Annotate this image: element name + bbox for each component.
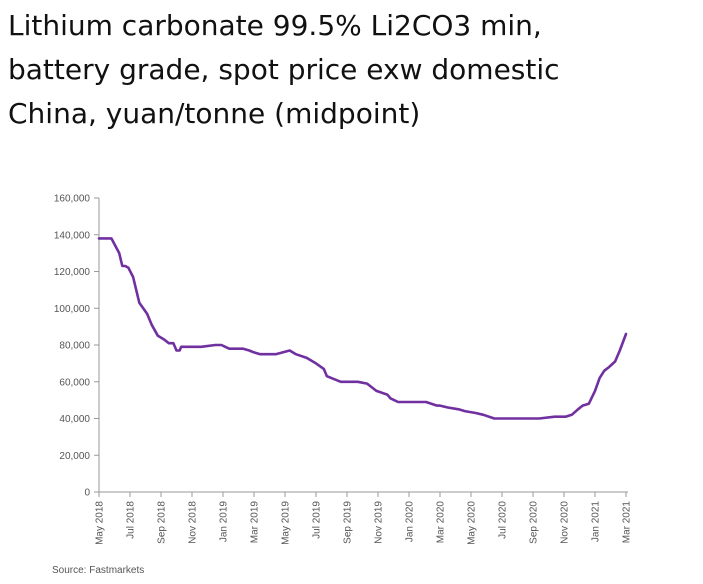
y-tick-label: 100,000 (54, 304, 91, 315)
x-tick-label: Sep 2019 (343, 501, 354, 544)
y-tick-label: 40,000 (59, 414, 90, 425)
x-tick-label: Sep 2018 (157, 501, 168, 544)
x-tick-label: Nov 2018 (188, 501, 199, 544)
x-tick-label: Jan 2021 (591, 501, 602, 543)
price-line (97, 237, 628, 420)
x-tick-label: May 2020 (467, 501, 478, 545)
chart-title-line-2: battery grade, spot price exw domestic (8, 53, 560, 86)
x-tick-label: Mar 2020 (436, 501, 447, 544)
x-tick-label: Mar 2019 (250, 501, 261, 544)
chart-title-line-1: Lithium carbonate 99.5% Li2CO3 min, (8, 9, 542, 42)
x-tick-label: Nov 2020 (560, 501, 571, 544)
y-tick-label: 60,000 (59, 377, 90, 388)
chart-title: Lithium carbonate 99.5% Li2CO3 min, batt… (8, 4, 698, 136)
x-tick-label: Jan 2020 (405, 501, 416, 543)
x-tick-label: May 2019 (281, 501, 292, 545)
x-tick-label: Nov 2019 (374, 501, 385, 544)
x-tick-label: Sep 2020 (529, 501, 540, 544)
chart-axes (98, 198, 628, 493)
y-tick-label: 140,000 (54, 230, 91, 241)
chart-series (97, 237, 628, 420)
x-tick-label: Jul 2018 (126, 501, 137, 539)
y-tick-label: 160,000 (54, 194, 91, 205)
x-tick-label: May 2018 (95, 501, 106, 545)
x-axis-ticks: May 2018 Jul 2018 Sep 2018 Nov 2018 Jan 2019… (95, 492, 633, 545)
x-tick-label: Jan 2019 (219, 501, 230, 543)
x-tick-label: Mar 2021 (622, 501, 633, 544)
y-tick-label: 20,000 (59, 451, 90, 462)
source-note: Source: Fastmarkets (52, 565, 145, 576)
y-tick-label: 0 (84, 488, 90, 499)
chart-title-line-3: China, yuan/tonne (midpoint) (8, 97, 421, 130)
x-tick-label: Jul 2019 (312, 501, 323, 539)
x-tick-label: Jul 2020 (498, 501, 509, 539)
y-tick-label: 80,000 (59, 341, 90, 352)
y-tick-label: 120,000 (54, 267, 91, 278)
y-axis-ticks: 0 20,000 40,000 60,000 80,000 100,000 120,000 1… (54, 194, 99, 499)
